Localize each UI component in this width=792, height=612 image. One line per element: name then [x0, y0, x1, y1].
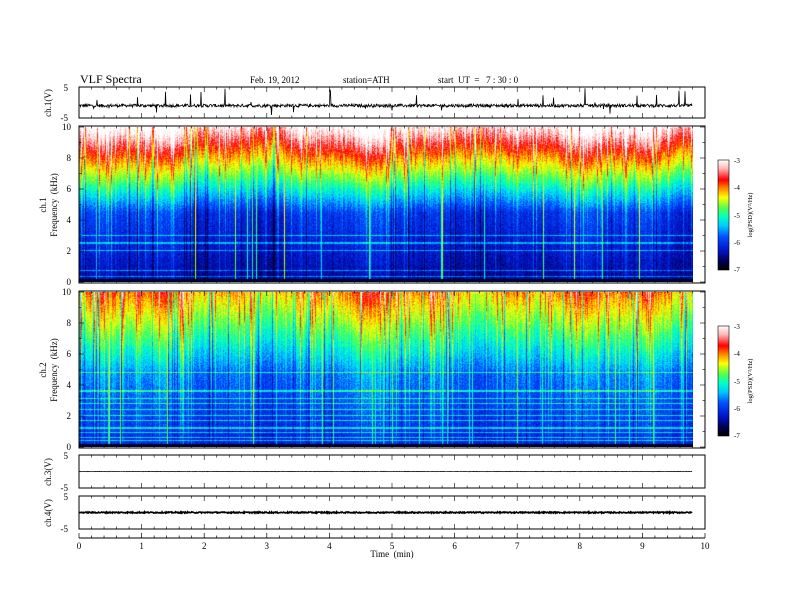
time-tick-label: 9	[640, 541, 645, 551]
time-tick-label: 3	[265, 541, 270, 551]
time-axis: 0 1 2 3 4 5 6 7 8 9 10	[77, 533, 710, 551]
ch4-ytick-bottom: -5	[61, 524, 69, 534]
ch2-freq-tick-0: 0	[67, 442, 72, 452]
time-axis-label: Time (min)	[370, 549, 413, 559]
ch2-freq-tick-8: 8	[67, 318, 72, 328]
ch2-colorbar-gradient	[717, 325, 730, 437]
ch2-colorbar-tick-m3: -3	[734, 323, 740, 331]
ch3-ytick-bottom: -5	[61, 483, 69, 493]
ch2-channel-label: ch.2	[38, 362, 48, 377]
time-tick-label: 4	[327, 541, 332, 551]
ch2-colorbar-tick-m7: -7	[734, 432, 740, 440]
time-tick-label: 10	[701, 541, 711, 551]
ch1-spectrogram-panel: 0 2 4 6 8 10 ch.1 Frequency (kHz)	[38, 122, 706, 287]
ch2-freq-tick-10: 10	[62, 287, 72, 297]
ch2-spectrogram-image	[79, 292, 693, 447]
ch4-waveform-panel: 5 -5 ch.4(V)	[43, 492, 706, 534]
time-tick-label: 1	[139, 541, 144, 551]
date-label: Feb. 19, 2012	[250, 75, 300, 85]
ch2-spectrogram-panel: 0 2 4 6 8 10 ch.2 Frequency (kHz)	[38, 287, 706, 452]
start-time-label: start UT = 7 : 30 : 0	[438, 75, 519, 85]
time-tick-label: 5	[390, 541, 395, 551]
ch2-freq-tick-4: 4	[67, 380, 72, 390]
time-tick-label: 2	[202, 541, 207, 551]
ch4-trace	[78, 510, 693, 516]
ch1-colorbar-tick-m3: -3	[734, 157, 740, 165]
ch2-colorbar: -3 -4 -5 -6 -7 log(PSD)(V²/Hz)	[717, 323, 754, 440]
ch2-colorbar-label: log(PSD)(V²/Hz)	[747, 359, 754, 404]
ch1-frequency-label: Frequency (kHz)	[49, 173, 59, 236]
ch1-colorbar-tick-m5: -5	[734, 212, 740, 220]
ch2-colorbar-tick-m4: -4	[734, 350, 740, 358]
ch3-ytick-top: 5	[64, 451, 69, 461]
time-tick-label: 6	[452, 541, 457, 551]
ch1-channel-label: ch.1	[38, 197, 48, 212]
figure-title: VLF Spectra	[80, 72, 142, 86]
ch4-waveform-ylabel: ch.4(V)	[43, 499, 53, 527]
time-tick-label: 0	[77, 541, 82, 551]
ch1-freq-tick-0: 0	[67, 277, 72, 287]
ch1-ytick-top: 5	[64, 83, 69, 93]
ch1-freq-tick-2: 2	[67, 246, 72, 256]
ch2-colorbar-tick-m5: -5	[734, 378, 740, 386]
ch1-colorbar-tick-m6: -6	[734, 239, 740, 247]
ch1-freq-tick-10: 10	[62, 122, 72, 132]
ch1-freq-tick-4: 4	[67, 215, 72, 225]
station-label: station=ATH	[343, 75, 390, 85]
ch1-ytick-bottom: -5	[61, 113, 69, 123]
ch1-spectrogram-image	[79, 127, 693, 282]
ch1-waveform-panel: 5 -5 ch.1(V)	[43, 83, 706, 123]
ch2-frequency-label: Frequency (kHz)	[49, 338, 59, 401]
ch4-ytick-top: 5	[64, 492, 69, 502]
time-tick-label: 7	[515, 541, 520, 551]
time-tick-label: 8	[578, 541, 583, 551]
ch2-freq-tick-6: 6	[67, 349, 72, 359]
ch1-freq-tick-6: 6	[67, 184, 72, 194]
ch1-colorbar-gradient	[717, 159, 730, 271]
ch2-freq-tick-2: 2	[67, 411, 72, 421]
ch1-colorbar: -3 -4 -5 -6 -7 log(PSD)(V²/Hz)	[717, 157, 754, 274]
ch3-trace	[78, 470, 693, 473]
ch1-colorbar-tick-m7: -7	[734, 266, 740, 274]
ch3-waveform-panel: 5 -5 ch.3(V)	[43, 451, 706, 493]
ch1-freq-tick-8: 8	[67, 153, 72, 163]
ch1-waveform-ylabel: ch.1(V)	[43, 89, 53, 117]
y-tick-marks	[78, 87, 706, 529]
ch2-colorbar-tick-m6: -6	[734, 405, 740, 413]
ch1-trace	[78, 88, 693, 116]
ch1-colorbar-tick-m4: -4	[734, 184, 740, 192]
ch3-waveform-ylabel: ch.3(V)	[43, 458, 53, 486]
ch1-colorbar-label: log(PSD)(V²/Hz)	[747, 193, 754, 238]
